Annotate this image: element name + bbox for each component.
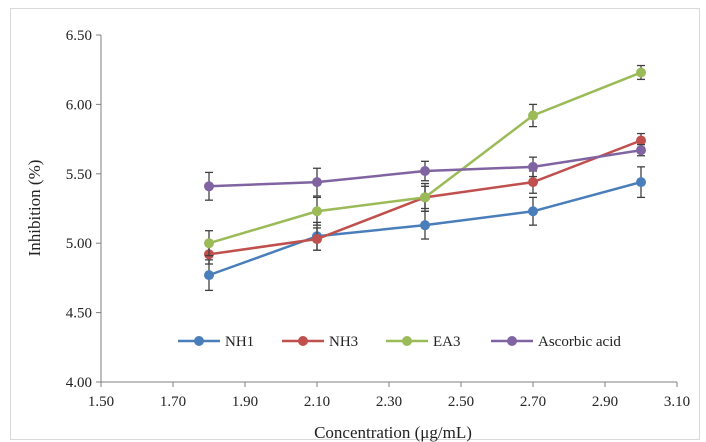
y-axis-title: Inhibition (%)	[25, 160, 44, 257]
legend-label: EA3	[433, 334, 461, 350]
y-tick-label: 5.50	[66, 167, 92, 183]
x-tick-label: 1.90	[232, 394, 258, 410]
x-tick-label: 2.50	[448, 394, 474, 410]
data-point	[204, 270, 214, 281]
data-point	[420, 192, 430, 203]
legend-item: EA3	[386, 334, 461, 350]
data-point	[420, 166, 430, 177]
legend-label: NH1	[225, 334, 254, 350]
x-tick-label: 2.10	[304, 394, 330, 410]
x-tick-label: 3.10	[664, 394, 690, 410]
x-tick-label: 1.50	[88, 394, 114, 410]
y-tick-label: 4.50	[66, 306, 92, 322]
y-tick-label: 6.50	[66, 28, 92, 44]
x-tick-label: 2.30	[376, 394, 402, 410]
data-point	[528, 110, 538, 121]
data-point	[528, 206, 538, 217]
data-point	[528, 161, 538, 172]
y-tick-label: 6.00	[66, 97, 92, 113]
data-point	[420, 220, 430, 231]
x-tick-label: 2.70	[520, 394, 546, 410]
legend-marker	[507, 336, 517, 346]
legend-label: Ascorbic acid	[538, 334, 621, 350]
x-tick-label: 1.70	[160, 394, 186, 410]
x-axis-title: Concentration (μg/mL)	[314, 423, 472, 442]
data-point	[312, 234, 322, 245]
data-point	[636, 177, 646, 188]
series-ea3	[204, 64, 646, 257]
legend: NH1 NH3 EA3 Ascorbic acid	[178, 334, 621, 350]
legend-marker	[402, 336, 412, 346]
legend-item: Ascorbic acid	[491, 334, 621, 350]
data-point	[636, 135, 646, 146]
legend-marker	[194, 336, 204, 346]
data-point	[312, 177, 322, 188]
data-point	[636, 145, 646, 156]
series-ascorbic-acid	[204, 144, 646, 201]
series-layer	[204, 64, 646, 292]
data-point	[204, 238, 214, 249]
data-point	[204, 181, 214, 192]
legend-label: NH3	[329, 334, 358, 350]
axes: 4.00 4.50 5.00 5.50 6.00 6.50 1.50 1.70 1.90 2.10…	[66, 28, 690, 410]
legend-marker	[298, 336, 308, 346]
data-point	[636, 67, 646, 78]
data-point	[312, 206, 322, 217]
x-tick-label: 2.90	[592, 394, 618, 410]
y-tick-label: 4.00	[66, 375, 92, 391]
legend-item: NH1	[178, 334, 254, 350]
data-point	[528, 177, 538, 188]
y-tick-label: 5.00	[66, 236, 92, 252]
legend-item: NH3	[282, 334, 358, 350]
